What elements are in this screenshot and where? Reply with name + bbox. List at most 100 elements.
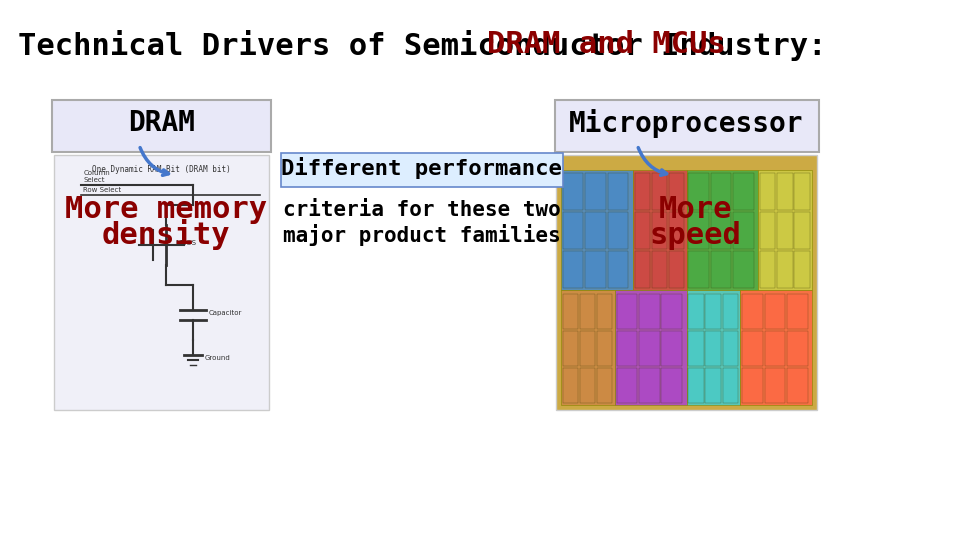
Text: Capacitor: Capacitor [208, 310, 242, 316]
Text: More memory: More memory [65, 195, 267, 225]
FancyBboxPatch shape [794, 212, 809, 249]
FancyBboxPatch shape [688, 331, 704, 366]
FancyBboxPatch shape [608, 251, 628, 288]
Text: DRAM: DRAM [128, 109, 195, 137]
FancyBboxPatch shape [54, 155, 269, 410]
FancyBboxPatch shape [557, 155, 817, 410]
FancyBboxPatch shape [778, 212, 793, 249]
Text: Microprocessor: Microprocessor [569, 109, 804, 138]
FancyBboxPatch shape [563, 212, 584, 249]
FancyBboxPatch shape [652, 173, 667, 210]
FancyBboxPatch shape [706, 368, 721, 403]
FancyBboxPatch shape [652, 212, 667, 249]
FancyBboxPatch shape [597, 331, 612, 366]
FancyBboxPatch shape [733, 251, 754, 288]
FancyBboxPatch shape [281, 153, 563, 187]
Text: Ground: Ground [204, 355, 230, 361]
FancyBboxPatch shape [686, 290, 740, 405]
Text: One Dynamic RAM Bit (DRAM bit): One Dynamic RAM Bit (DRAM bit) [92, 165, 231, 174]
FancyBboxPatch shape [765, 294, 785, 329]
Text: More: More [659, 195, 732, 225]
Text: Column
Select: Column Select [84, 170, 110, 183]
FancyBboxPatch shape [778, 251, 793, 288]
FancyBboxPatch shape [688, 173, 709, 210]
FancyBboxPatch shape [706, 294, 721, 329]
FancyBboxPatch shape [635, 173, 650, 210]
FancyBboxPatch shape [661, 331, 683, 366]
FancyBboxPatch shape [710, 251, 732, 288]
FancyBboxPatch shape [760, 251, 776, 288]
Text: NMOS: NMOS [175, 240, 196, 246]
FancyBboxPatch shape [652, 251, 667, 288]
FancyBboxPatch shape [688, 294, 704, 329]
FancyBboxPatch shape [758, 170, 812, 290]
FancyBboxPatch shape [794, 251, 809, 288]
FancyBboxPatch shape [597, 368, 612, 403]
FancyBboxPatch shape [787, 331, 807, 366]
FancyBboxPatch shape [710, 173, 732, 210]
FancyBboxPatch shape [555, 100, 819, 152]
FancyBboxPatch shape [586, 212, 606, 249]
FancyBboxPatch shape [616, 331, 637, 366]
FancyBboxPatch shape [580, 331, 595, 366]
FancyBboxPatch shape [742, 368, 763, 403]
FancyBboxPatch shape [635, 212, 650, 249]
Text: density: density [102, 219, 230, 251]
FancyBboxPatch shape [608, 212, 628, 249]
FancyBboxPatch shape [616, 368, 637, 403]
FancyBboxPatch shape [760, 173, 776, 210]
FancyBboxPatch shape [614, 290, 686, 405]
FancyBboxPatch shape [669, 251, 684, 288]
FancyBboxPatch shape [633, 170, 686, 290]
FancyBboxPatch shape [586, 173, 606, 210]
Text: Technical Drivers of Semiconductor Industry:: Technical Drivers of Semiconductor Indus… [18, 30, 845, 61]
Text: DRAM and MCUs: DRAM and MCUs [488, 30, 726, 59]
FancyBboxPatch shape [688, 251, 709, 288]
FancyBboxPatch shape [794, 173, 809, 210]
FancyBboxPatch shape [639, 294, 660, 329]
FancyBboxPatch shape [597, 294, 612, 329]
FancyBboxPatch shape [563, 294, 578, 329]
FancyBboxPatch shape [688, 212, 709, 249]
FancyBboxPatch shape [608, 173, 628, 210]
FancyBboxPatch shape [787, 294, 807, 329]
FancyBboxPatch shape [561, 170, 633, 290]
FancyBboxPatch shape [760, 212, 776, 249]
Text: Different performance: Different performance [281, 157, 563, 179]
FancyBboxPatch shape [723, 331, 738, 366]
FancyBboxPatch shape [742, 331, 763, 366]
FancyBboxPatch shape [563, 331, 578, 366]
FancyBboxPatch shape [639, 331, 660, 366]
FancyBboxPatch shape [765, 368, 785, 403]
Text: major product families: major product families [283, 224, 561, 246]
FancyBboxPatch shape [52, 100, 271, 152]
Text: Row Select: Row Select [84, 187, 122, 193]
FancyBboxPatch shape [765, 331, 785, 366]
FancyBboxPatch shape [686, 170, 758, 290]
FancyBboxPatch shape [723, 294, 738, 329]
FancyBboxPatch shape [563, 251, 584, 288]
FancyBboxPatch shape [661, 294, 683, 329]
FancyBboxPatch shape [586, 251, 606, 288]
Text: criteria for these two: criteria for these two [283, 200, 561, 220]
FancyBboxPatch shape [740, 290, 812, 405]
FancyBboxPatch shape [580, 294, 595, 329]
FancyBboxPatch shape [661, 368, 683, 403]
FancyBboxPatch shape [635, 251, 650, 288]
FancyBboxPatch shape [580, 368, 595, 403]
FancyBboxPatch shape [563, 173, 584, 210]
FancyBboxPatch shape [710, 212, 732, 249]
FancyBboxPatch shape [563, 368, 578, 403]
FancyBboxPatch shape [706, 331, 721, 366]
FancyBboxPatch shape [733, 212, 754, 249]
FancyBboxPatch shape [561, 290, 614, 405]
FancyBboxPatch shape [787, 368, 807, 403]
FancyBboxPatch shape [723, 368, 738, 403]
FancyBboxPatch shape [639, 368, 660, 403]
FancyBboxPatch shape [616, 294, 637, 329]
FancyBboxPatch shape [778, 173, 793, 210]
FancyBboxPatch shape [733, 173, 754, 210]
Text: speed: speed [650, 220, 741, 249]
FancyBboxPatch shape [688, 368, 704, 403]
FancyBboxPatch shape [742, 294, 763, 329]
